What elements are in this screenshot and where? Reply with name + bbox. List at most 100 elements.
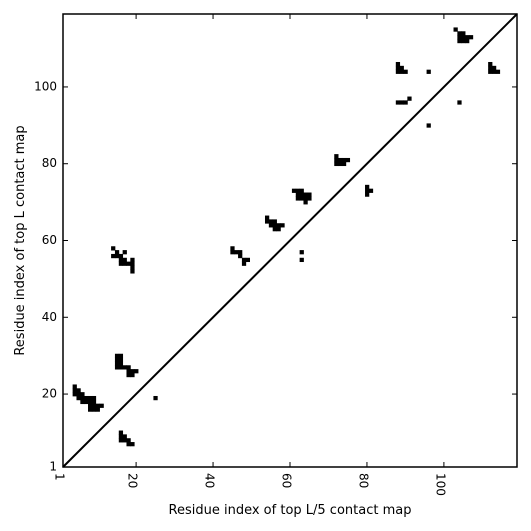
contact-cell — [299, 196, 304, 201]
contact-cell — [114, 357, 120, 362]
contact-cell — [395, 65, 401, 71]
contact-cell — [114, 250, 120, 255]
contact-cell — [126, 442, 131, 447]
contact-cell — [491, 69, 497, 74]
contact-cell — [245, 257, 250, 263]
contact-cell — [399, 100, 404, 105]
x-tick-label: 20 — [126, 473, 140, 488]
x-tick-label: 1 — [53, 473, 67, 481]
contact-cell — [268, 219, 274, 224]
contact-cell — [76, 395, 81, 401]
contact-cell — [76, 388, 81, 393]
contact-cell — [457, 100, 462, 105]
contact-cell — [80, 392, 85, 397]
y-tick-label: 60 — [42, 233, 57, 247]
contact-cell — [299, 188, 304, 193]
contact-cell — [280, 223, 285, 228]
contact-cell — [426, 69, 431, 74]
contact-cell — [118, 257, 124, 263]
contact-cell — [76, 392, 81, 397]
contact-cell — [114, 253, 120, 259]
contact-cell — [118, 438, 124, 443]
contact-cell — [130, 372, 135, 378]
contact-cell — [295, 192, 301, 197]
contact-cell — [338, 157, 343, 163]
x-tick-label: 40 — [203, 473, 217, 488]
contact-cell — [118, 353, 124, 358]
contact-cell — [307, 196, 312, 201]
contact-cell — [264, 219, 270, 224]
contact-cell — [461, 35, 466, 40]
contact-cell — [399, 69, 404, 74]
contact-cell — [395, 61, 401, 67]
contact-cell — [126, 369, 131, 374]
contact-cell — [88, 399, 93, 405]
x-tick-label: 60 — [280, 473, 294, 488]
contact-cell — [126, 365, 131, 370]
contact-cell — [488, 61, 493, 67]
y-tick-label: 80 — [42, 156, 57, 170]
contact-cell — [118, 434, 124, 439]
contact-cell — [291, 188, 297, 193]
contact-cell — [118, 253, 124, 259]
contact-cell — [403, 100, 408, 105]
contact-cell — [122, 250, 127, 255]
contact-cell — [276, 223, 281, 228]
contact-cell — [426, 123, 431, 128]
contact-cell — [130, 369, 135, 374]
x-tick-label: 100 — [433, 473, 447, 496]
contact-cell — [334, 161, 339, 167]
contact-cell — [130, 257, 135, 263]
contact-cell — [88, 403, 93, 408]
contact-cell — [234, 250, 239, 255]
y-tick-label: 20 — [42, 387, 57, 401]
contact-cell — [365, 192, 370, 197]
contact-cell — [272, 227, 277, 232]
contact-cell — [491, 65, 497, 71]
contact-cell — [95, 403, 100, 408]
contact-cell — [114, 353, 120, 358]
contact-cell — [303, 200, 308, 205]
x-axis-ticks: 1 20 40 60 80 100 — [53, 14, 447, 496]
contact-cell — [118, 365, 124, 370]
contact-cell — [299, 250, 304, 255]
contact-cell — [303, 196, 308, 201]
contact-cell — [72, 392, 77, 397]
contact-cell — [303, 192, 308, 197]
contact-cell — [468, 35, 474, 40]
contact-cell — [118, 261, 124, 266]
contact-cell — [122, 438, 127, 443]
contact-cell — [272, 219, 277, 224]
contact-cell — [122, 434, 127, 439]
contact-cell — [276, 227, 281, 232]
contact-cell — [91, 407, 97, 412]
contact-cell — [461, 31, 466, 36]
contact-cell — [465, 35, 470, 40]
contact-cell — [118, 357, 124, 362]
contact-cell — [338, 161, 343, 167]
contact-cell — [495, 69, 501, 74]
contact-cell — [114, 365, 120, 370]
contact-cell — [126, 372, 131, 378]
contact-cell — [114, 361, 120, 366]
contact-cell — [84, 399, 89, 405]
contact-cell — [230, 250, 235, 255]
contact-cell — [130, 265, 135, 270]
contact-cell — [295, 188, 301, 193]
contact-cell — [122, 365, 127, 370]
y-tick-label: 1 — [49, 460, 57, 474]
contact-cell — [118, 361, 124, 366]
contact-cell — [126, 261, 131, 266]
contact-cell — [299, 192, 304, 197]
contact-cell — [457, 31, 462, 36]
contact-cell — [341, 161, 347, 167]
contact-cell — [407, 96, 412, 101]
contact-cell — [238, 253, 243, 259]
contact-cell — [488, 65, 493, 71]
contact-cell — [111, 253, 116, 259]
contact-cell — [91, 399, 97, 405]
contact-cell — [345, 157, 351, 163]
diagonal-line — [62, 13, 518, 468]
contact-cell — [238, 250, 243, 255]
